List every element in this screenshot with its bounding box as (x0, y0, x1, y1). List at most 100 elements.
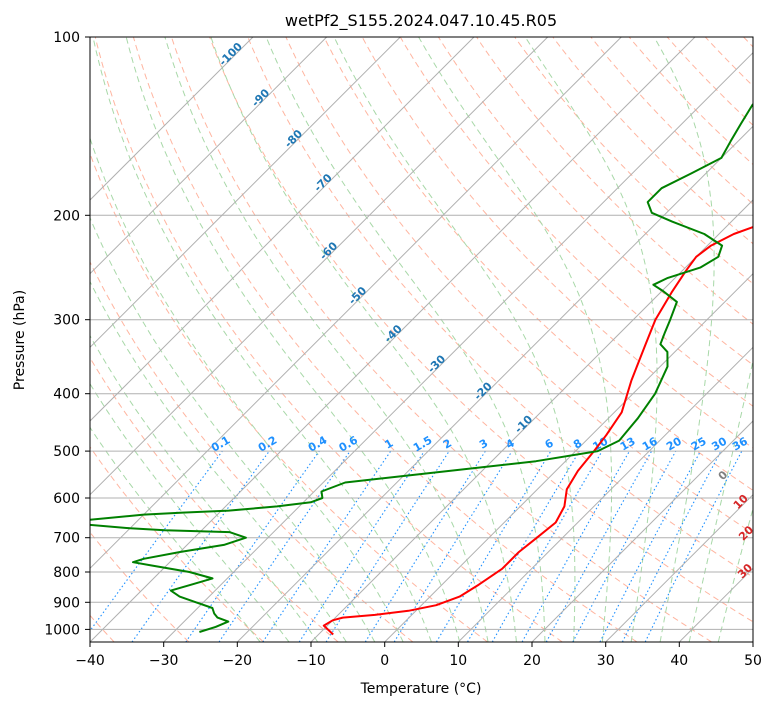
y-axis-ticks: 100 200 300 400 500 600 700 800 900 1000 (44, 30, 90, 638)
x-tick-label: −20 (223, 653, 253, 669)
mixing-ratio-line (545, 450, 653, 642)
mixing-ratio-label: 6 (543, 436, 556, 451)
y-tick-label: 500 (53, 444, 80, 460)
isotherm-line (90, 37, 254, 201)
dry-adiabat-line (704, 37, 753, 87)
isotherm-line (384, 272, 753, 642)
x-axis-ticks: −40 −30 −20 −10 0 10 20 30 40 50 (75, 642, 762, 669)
temperature-profile (322, 226, 753, 636)
x-tick-label: 0 (380, 653, 389, 669)
isotherm-label: -100 (216, 40, 245, 69)
mixing-ratio-line (491, 450, 603, 642)
mixing-ratio-line (435, 450, 552, 642)
moist-adiabat-line (90, 280, 347, 642)
dry-adiabat-line (94, 37, 563, 642)
moist-adiabat-line (92, 37, 432, 642)
moist-adiabat-line (90, 136, 404, 642)
x-tick-label: −10 (296, 653, 326, 669)
x-tick-label: −40 (75, 653, 105, 669)
mixing-ratio-line (599, 450, 701, 642)
isotherm-line (605, 493, 753, 642)
y-tick-label: 1000 (44, 622, 80, 638)
moist-adiabat-line (688, 358, 753, 642)
isotherm-label: -80 (282, 127, 305, 150)
moist-adiabat-line (524, 37, 658, 642)
isotherm-label: -90 (249, 86, 272, 109)
isotherm-label: -60 (317, 239, 340, 262)
isotherms (90, 37, 753, 642)
isotherm-label: -50 (346, 284, 369, 307)
isotherm-label: -10 (512, 412, 535, 435)
x-axis-label: Temperature (°C) (360, 681, 482, 697)
x-tick-label: 20 (523, 653, 541, 669)
x-tick-label: −30 (149, 653, 179, 669)
isotherm-labels: -100-90-80-70-60-50-40-30-20-10 (216, 40, 535, 436)
y-tick-label: 700 (53, 531, 80, 547)
y-tick-label: 100 (53, 30, 80, 46)
mixing-ratio-line (90, 450, 223, 632)
dry-adiabat-line (514, 37, 753, 285)
isotherm-line (310, 199, 753, 642)
isotherm-label: -40 (382, 322, 405, 345)
mixing-ratio-label: 3 (477, 437, 490, 452)
moist-adiabat-line (210, 37, 517, 642)
dry-adiabat-line (90, 152, 488, 642)
y-tick-label: 600 (53, 491, 80, 507)
mixing-ratio-line (325, 450, 450, 642)
dry-adiabat-line (90, 356, 339, 642)
moist-adiabats (90, 37, 753, 642)
dry-adiabat-line (209, 37, 753, 623)
dry-adiabat-line (743, 37, 753, 48)
y-axis-label: Pressure (hPa) (12, 290, 28, 390)
mixing-ratio-line (521, 450, 630, 642)
isotherm-line (752, 641, 753, 642)
dry-adiabat-line (437, 37, 753, 366)
mixing-ratio-line (572, 450, 677, 642)
moist-adiabat-label: 10 (731, 492, 751, 512)
mixing-ratio-label: 2 (441, 437, 454, 452)
mixing-ratio-label: 4 (504, 436, 517, 451)
isotherm-line (90, 37, 696, 642)
dry-adiabat-line (476, 37, 753, 325)
isotherm-line (90, 37, 401, 349)
dry-adiabat-line (90, 260, 414, 642)
mixing-ratio-line (467, 450, 580, 642)
dry-adiabat-line (247, 37, 753, 578)
isotherm-line (90, 37, 549, 496)
x-tick-label: 30 (597, 653, 615, 669)
y-tick-label: 200 (53, 208, 80, 224)
moist-adiabat-line (164, 37, 489, 642)
mixing-ratio-lines (90, 450, 743, 642)
x-tick-label: 50 (744, 653, 762, 669)
isotherm-line (531, 420, 753, 642)
isotherm-line (236, 125, 753, 642)
moist-adiabat-line (333, 37, 576, 642)
mixing-ratio-line (364, 450, 486, 642)
y-tick-label: 800 (53, 565, 80, 581)
mixing-ratio-line (185, 450, 320, 642)
moist-adiabat-label: 40 (757, 584, 775, 604)
x-tick-label: 40 (670, 653, 688, 669)
plot-frame (89, 36, 754, 643)
plot-area: 0.1 0.2 0.4 0.6 1 1.5 2 3 4 6 8 10 13 16 20 25 30 36 -100… (90, 37, 775, 642)
moist-adiabat-line (717, 506, 753, 642)
pressure-gridlines (90, 37, 753, 630)
dry-adiabat-line (590, 37, 753, 205)
sounding-profiles (90, 103, 753, 636)
dry-adiabat-line (666, 37, 753, 126)
dry-adiabat-line (399, 37, 753, 407)
moist-adiabat-line (125, 37, 461, 642)
x-tick-label: 10 (449, 653, 467, 669)
isotherm-line (90, 37, 475, 422)
isotherm-line (163, 51, 753, 642)
isotherm-line (457, 346, 753, 642)
moist-adiabat-line (653, 37, 715, 642)
y-tick-label: 300 (53, 313, 80, 329)
dry-adiabat-line (90, 446, 264, 642)
mixing-ratio-line (131, 450, 270, 642)
moist-adiabat-line (265, 37, 546, 642)
moist-adiabat-line (90, 382, 290, 642)
moist-adiabat-line (418, 37, 613, 642)
isotherm-label: -30 (425, 352, 448, 375)
